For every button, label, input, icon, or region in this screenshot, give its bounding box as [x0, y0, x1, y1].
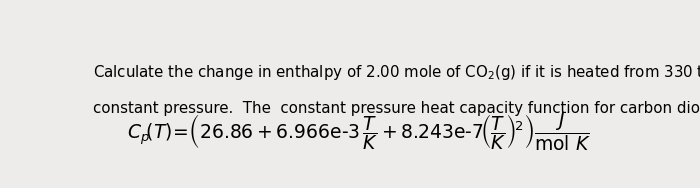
Text: Calculate the change in enthalpy of 2.00 mole of CO$_2$(g) if it is heated from : Calculate the change in enthalpy of 2.00…	[93, 63, 700, 82]
Text: $C_p\!\left(T\right)\!=\!\left(26.86+6.966\text{e-}3\,\dfrac{T}{K}+8.243\text{e-: $C_p\!\left(T\right)\!=\!\left(26.86+6.9…	[127, 110, 591, 153]
Text: constant pressure.  The  constant pressure heat capacity function for carbon dio: constant pressure. The constant pressure…	[93, 101, 700, 116]
